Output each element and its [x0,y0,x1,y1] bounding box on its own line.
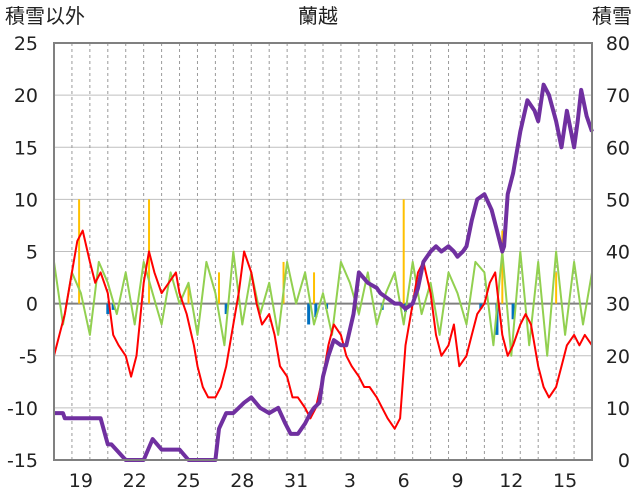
plot-frame [53,42,593,461]
x-tick-label: 12 [499,470,523,492]
y-left-tick-label: 20 [14,85,38,107]
x-tick-label: 9 [451,470,463,492]
x-tick-label: 19 [69,470,93,492]
y-left-tick-label: 5 [26,242,38,264]
y-left-ticks: 25 20 15 10 5 0 -5 -10 -15 [7,33,38,472]
y-right-tick-label: 70 [606,85,630,107]
y-right-tick-label: 30 [606,294,630,316]
x-tick-label: 28 [230,470,254,492]
x-tick-label: 31 [284,470,308,492]
y-right-tick-label: 0 [618,450,630,472]
y-right-tick-label: 50 [606,189,630,211]
y-left-tick-label: 10 [14,189,38,211]
x-tick-label: 3 [344,470,356,492]
x-tick-label: 15 [553,470,577,492]
y-right-tick-label: 80 [606,33,630,55]
y-left-tick-label: 0 [26,294,38,316]
x-tick-label: 22 [123,470,147,492]
plot-series [53,82,594,462]
chart-title: 蘭越 [298,4,338,28]
y-left-tick-label: -5 [19,346,38,368]
y-right-tick-label: 10 [606,398,630,420]
x-ticks: 19 22 25 28 31 3 6 9 12 15 [69,470,577,492]
y-left-tick-label: 15 [14,137,38,159]
y-left-tick-label: -15 [7,450,38,472]
y-left-tick-label: 25 [14,33,38,55]
gridlines [54,43,592,460]
x-tick-label: 25 [176,470,200,492]
y-right-axis-label: 積雪 [592,4,632,28]
y-left-tick-label: -10 [7,398,38,420]
y-right-tick-label: 60 [606,137,630,159]
y-left-axis-label: 積雪以外 [5,4,85,28]
series-line-snow-depth [54,82,594,462]
y-right-ticks: 80 70 60 50 40 30 20 10 0 [606,33,630,472]
y-right-tick-label: 20 [606,346,630,368]
y-right-tick-label: 40 [606,242,630,264]
x-tick-label: 6 [398,470,410,492]
